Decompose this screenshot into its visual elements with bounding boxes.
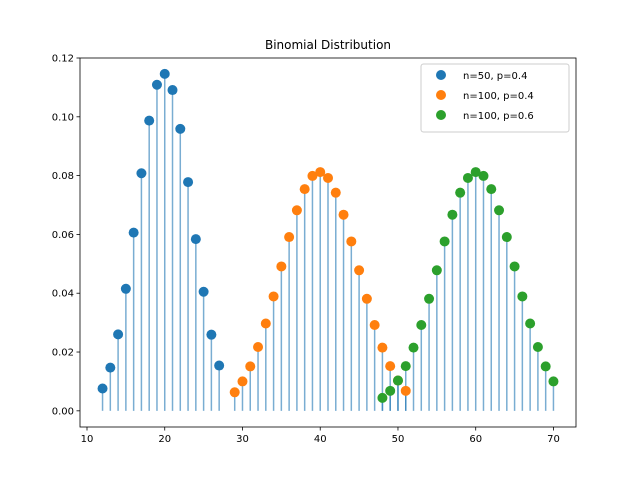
- y-tick-label-1: 0.02: [52, 348, 74, 359]
- point-s1-45: [354, 265, 365, 276]
- point-s0-17: [136, 168, 147, 179]
- points-layer: [97, 68, 559, 403]
- point-s1-34: [268, 291, 279, 302]
- point-s1-49: [385, 361, 396, 372]
- point-s0-22: [175, 123, 186, 134]
- point-s1-38: [299, 184, 310, 195]
- point-s2-59: [462, 172, 473, 183]
- point-s2-51: [400, 361, 411, 372]
- y-tick-label-0: 0.00: [52, 406, 74, 417]
- point-s2-54: [424, 293, 435, 304]
- point-s1-32: [253, 342, 264, 353]
- point-s0-21: [167, 85, 178, 96]
- point-s2-65: [509, 261, 520, 272]
- point-s0-15: [120, 283, 131, 294]
- x-tick-label-20: 20: [158, 434, 171, 445]
- point-s0-27: [214, 360, 225, 371]
- point-s2-60: [470, 167, 481, 178]
- point-s2-62: [486, 184, 497, 195]
- x-tick-label-30: 30: [236, 434, 249, 445]
- point-s0-20: [159, 68, 170, 79]
- point-s0-19: [151, 79, 162, 90]
- point-s2-66: [517, 291, 528, 302]
- legend-box: [420, 63, 570, 133]
- point-s1-30: [237, 376, 248, 387]
- point-s0-16: [128, 227, 139, 238]
- point-s1-43: [338, 209, 349, 220]
- y-tick-label-2: 0.04: [52, 289, 74, 300]
- point-s0-18: [144, 115, 155, 126]
- legend-label-2: n=100, p=0.6: [463, 111, 534, 122]
- point-s2-55: [431, 265, 442, 276]
- point-s1-46: [361, 293, 372, 304]
- x-tick-label-70: 70: [547, 434, 560, 445]
- x-tick-label-60: 60: [469, 434, 482, 445]
- point-s2-64: [501, 232, 512, 243]
- chart-title: Binomial Distribution: [265, 38, 391, 52]
- point-s1-31: [245, 361, 256, 372]
- y-tick-label-6: 0.12: [52, 54, 74, 65]
- legend-label-1: n=100, p=0.4: [463, 91, 534, 102]
- legend-marker-0: [436, 70, 446, 80]
- point-s0-25: [198, 286, 209, 297]
- point-s0-12: [97, 383, 108, 394]
- point-s1-36: [284, 232, 295, 243]
- point-s2-63: [494, 205, 505, 216]
- plot-frame: [79, 57, 577, 428]
- point-s1-35: [276, 261, 287, 272]
- point-s2-48: [377, 392, 388, 403]
- point-s2-49: [385, 385, 396, 396]
- point-s1-37: [291, 205, 302, 216]
- x-tick-label-50: 50: [392, 434, 405, 445]
- point-s0-23: [183, 177, 194, 188]
- y-tick-label-3: 0.06: [52, 230, 74, 241]
- point-s0-14: [113, 329, 124, 340]
- point-s0-26: [206, 329, 217, 340]
- x-tick-label-40: 40: [314, 434, 327, 445]
- legend-marker-1: [436, 90, 446, 100]
- point-s2-50: [392, 375, 403, 386]
- point-s0-24: [190, 234, 201, 245]
- point-s2-67: [525, 318, 536, 329]
- x-tick-label-10: 10: [81, 434, 94, 445]
- point-s2-69: [540, 361, 551, 372]
- y-tick-label-5: 0.10: [52, 112, 74, 123]
- point-s2-53: [416, 319, 427, 330]
- point-s2-61: [478, 170, 489, 181]
- point-s2-57: [447, 209, 458, 220]
- point-s1-41: [323, 172, 333, 183]
- legend: n=50, p=0.4 n=100, p=0.4 n=100, p=0.6: [420, 63, 570, 133]
- point-s1-48: [377, 342, 388, 353]
- legend-label-0: n=50, p=0.4: [463, 71, 527, 82]
- axes-layer: 10 20 30 40 50 60 70 0.00 0.02 0.04 0.06 0.08 0.10 0.…: [52, 54, 560, 446]
- point-s2-68: [532, 342, 543, 353]
- point-s1-51: [400, 385, 411, 396]
- legend-marker-2: [436, 110, 446, 120]
- point-s0-13: [105, 362, 116, 373]
- y-tick-label-4: 0.08: [52, 171, 74, 182]
- point-s2-56: [439, 236, 450, 247]
- point-s1-39: [307, 170, 318, 181]
- point-s2-70: [548, 376, 559, 387]
- point-s1-42: [330, 187, 341, 198]
- point-s2-52: [408, 342, 419, 353]
- point-s2-58: [455, 187, 466, 198]
- point-s1-29: [229, 387, 240, 398]
- point-s1-40: [315, 167, 326, 178]
- point-s1-33: [260, 318, 271, 329]
- point-s1-47: [369, 319, 380, 330]
- point-s1-44: [346, 236, 357, 247]
